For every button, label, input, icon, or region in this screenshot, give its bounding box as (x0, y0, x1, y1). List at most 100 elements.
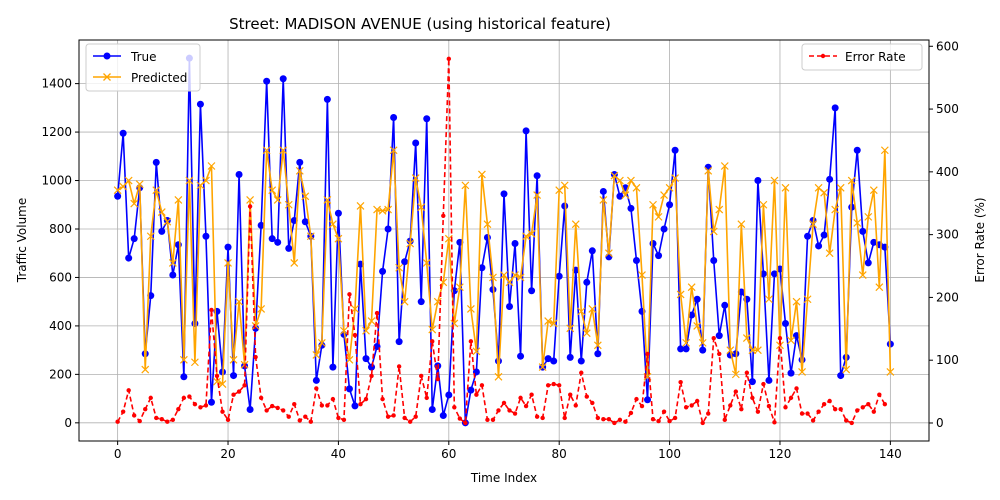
data-point-true (323, 95, 331, 103)
data-point-error-rate (871, 409, 877, 414)
data-point-predicted (334, 234, 343, 243)
data-point-true (384, 225, 392, 233)
data-point-predicted (886, 368, 895, 376)
data-point-error-rate (645, 351, 650, 357)
data-point-error-rate (347, 292, 352, 297)
data-point-predicted (649, 200, 657, 209)
data-point-error-rate (463, 420, 468, 426)
data-point-predicted (538, 363, 547, 372)
legend-predicted-label: Predicted (131, 71, 187, 85)
data-point-true (688, 311, 696, 319)
data-point-predicted (676, 290, 685, 299)
data-point-error-rate (413, 414, 418, 419)
data-point-predicted (654, 212, 663, 221)
data-point-true (533, 172, 541, 180)
plot-frame (78, 39, 930, 442)
data-point-error-rate (700, 420, 705, 426)
data-point-true (765, 376, 773, 384)
data-point-true (721, 301, 729, 309)
data-point-error-rate (656, 418, 661, 424)
data-point-error-rate (391, 413, 396, 418)
data-point-predicted (798, 368, 806, 376)
data-point-true (390, 114, 398, 122)
y-tick-label: 600 (49, 270, 72, 284)
data-point-predicted (317, 338, 326, 347)
data-point-true (699, 346, 707, 354)
data-point-predicted (615, 176, 624, 185)
data-point-predicted (836, 183, 845, 192)
data-point-error-rate (623, 419, 628, 424)
data-point-error-rate (303, 414, 308, 419)
data-point-error-rate (584, 394, 589, 399)
data-point-true (263, 77, 271, 85)
data-point-true (759, 270, 767, 278)
data-point-true (417, 298, 425, 306)
data-point-true (677, 345, 685, 353)
data-point-true (870, 238, 878, 246)
data-point-error-rate (556, 383, 562, 388)
legend-left: True Predicted (85, 43, 201, 92)
x-axis-ticks: 0 20 40 60 80 100 120 140 (114, 441, 902, 461)
x-tick-label: 100 (658, 447, 681, 461)
data-point-predicted (251, 321, 260, 330)
data-point-true (158, 227, 166, 235)
data-point-error-rate (501, 400, 507, 406)
data-point-true (196, 100, 204, 108)
data-point-true (230, 372, 238, 380)
data-point-error-rate (148, 395, 153, 401)
data-point-predicted (621, 191, 630, 199)
data-point-error-rate (844, 418, 849, 423)
data-point-error-rate (639, 403, 645, 409)
data-point-predicted (406, 239, 415, 248)
data-point-error-rate (358, 401, 363, 407)
data-point-error-rate (380, 396, 385, 402)
data-point-predicted (489, 273, 497, 282)
data-point-error-rate (612, 420, 617, 426)
data-point-error-rate (198, 405, 203, 410)
data-point-error-rate (534, 414, 540, 419)
data-point-error-rate (369, 373, 374, 379)
legend-error-marker (820, 53, 826, 59)
data-point-true (837, 372, 845, 380)
data-point-predicted (853, 219, 862, 227)
data-point-true (804, 232, 812, 240)
data-point-true (207, 398, 215, 406)
data-point-error-rate (457, 416, 463, 421)
data-point-error-rate (143, 406, 148, 412)
x-tick-label: 80 (552, 447, 567, 461)
data-point-error-rate (341, 417, 347, 423)
data-point-predicted (262, 146, 271, 155)
data-point-true (577, 357, 585, 365)
data-point-error-rate (275, 405, 280, 411)
data-point-error-rate (562, 415, 567, 421)
data-point-predicted (157, 208, 166, 216)
data-point-error-rate (407, 419, 413, 424)
data-point-true (605, 253, 613, 261)
data-point-error-rate (490, 417, 496, 423)
data-point-predicted (831, 205, 840, 214)
data-point-predicted (356, 202, 365, 210)
data-point-predicted (505, 278, 514, 287)
data-point-predicted (544, 317, 553, 325)
data-point-true (279, 75, 287, 83)
data-point-predicted (367, 317, 376, 325)
data-point-predicted (279, 146, 288, 155)
data-point-true (467, 386, 475, 394)
legend-right: Error Rate (801, 43, 923, 71)
data-point-predicted (549, 319, 558, 328)
data-point-error-rate (325, 403, 330, 408)
data-point-true (588, 247, 596, 255)
data-point-error-rate (733, 389, 739, 394)
y2-axis-label: Error Rate (%) (973, 197, 987, 282)
data-point-true (202, 232, 210, 240)
data-point-error-rate (441, 213, 446, 218)
data-point-predicted (825, 249, 834, 258)
data-point-error-rate (761, 381, 766, 387)
data-point-true (257, 221, 265, 229)
data-point-error-rate (617, 417, 623, 423)
data-point-true (566, 353, 574, 361)
data-point-predicted (450, 319, 459, 328)
data-point-true (312, 376, 320, 384)
data-point-predicted (301, 192, 310, 201)
